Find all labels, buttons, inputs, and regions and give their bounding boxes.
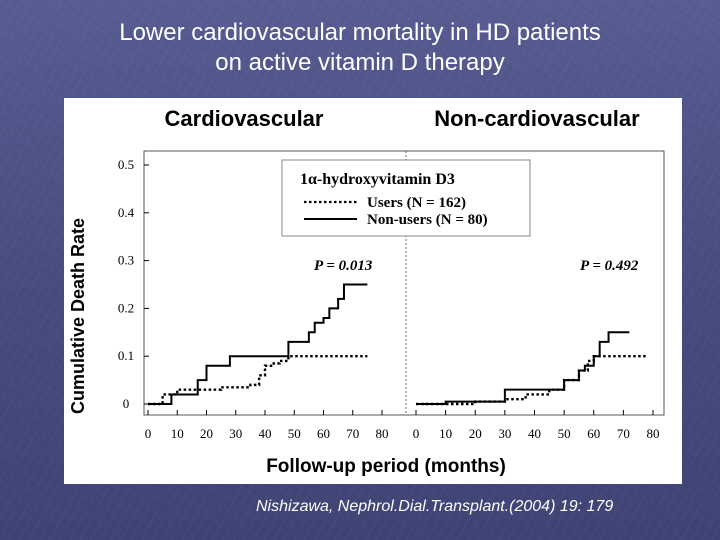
kaplan-meier-chart: Cardiovascular Non-cardiovascular Cumula… [68, 106, 665, 477]
x-tick-label: 20 [200, 426, 213, 441]
y-tick-label: 0.5 [118, 157, 134, 172]
slide-title-line-1: Lower cardiovascular mortality in HD pat… [119, 19, 601, 46]
x-tick-label: 80 [376, 426, 389, 441]
x-tick-label: 0 [413, 426, 420, 441]
y-tick-label: 0.2 [118, 300, 134, 315]
y-axis-label: Cumulative Death Rate [68, 218, 88, 414]
x-tick-label: 20 [469, 426, 482, 441]
panel-title-non-cardiovascular: Non-cardiovascular [434, 106, 640, 131]
y-tick-label: 0 [123, 396, 130, 411]
panel-title-cardiovascular: Cardiovascular [165, 106, 324, 131]
x-tick-label: 70 [346, 426, 359, 441]
series-line-users-panel-1 [148, 355, 368, 406]
legend-nonusers-label: Non-users (N = 80) [367, 212, 488, 228]
x-tick-label: 40 [259, 426, 272, 441]
x-tick-label: 30 [229, 426, 242, 441]
x-tick-label: 30 [498, 426, 511, 441]
legend-box [281, 159, 531, 237]
p-value-non-cardiovascular: P = 0.492 [580, 258, 639, 274]
x-axis-label: Follow-up period (months) [266, 456, 506, 477]
x-tick-label: 80 [647, 426, 660, 441]
series-line-users-panel-2 [416, 355, 648, 406]
x-tick-label: 10 [439, 426, 452, 441]
x-tick-label: 50 [288, 426, 301, 441]
legend-title: 1α-hydroxyvitamin D3 [300, 171, 455, 188]
y-tick-label: 0.3 [118, 253, 134, 268]
y-tick-label: 0.4 [118, 205, 135, 220]
x-tick-label: 0 [145, 426, 152, 441]
x-tick-label: 40 [528, 426, 541, 441]
p-value-cardiovascular: P = 0.013 [314, 258, 373, 274]
legend: 1α-hydroxyvitamin D3 Users (N = 162) Non… [281, 159, 531, 237]
x-tick-label: 50 [558, 426, 571, 441]
y-tick-label: 0.1 [118, 348, 134, 363]
x-tick-label: 70 [617, 426, 630, 441]
slide-title: Lower cardiovascular mortality in HD pat… [0, 18, 720, 78]
figure-panel: Cardiovascular Non-cardiovascular Cumula… [64, 98, 682, 484]
series-line-nonusers-panel-1 [148, 283, 368, 405]
x-tick-label: 60 [317, 426, 330, 441]
legend-users-label: Users (N = 162) [367, 195, 466, 211]
x-tick-label: 10 [171, 426, 184, 441]
plot-frame [143, 150, 665, 416]
x-tick-label: 60 [587, 426, 600, 441]
slide-title-line-2: on active vitamin D therapy [215, 49, 505, 76]
series-line-nonusers-panel-2 [416, 331, 630, 405]
citation: Nishizawa, Nephrol.Dial.Transplant.(2004… [256, 498, 614, 515]
